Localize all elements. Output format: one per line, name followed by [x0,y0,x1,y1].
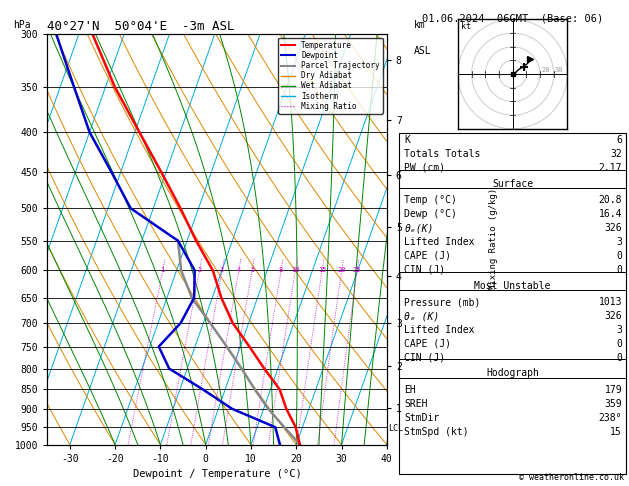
Text: 25: 25 [353,267,362,274]
Text: 8: 8 [279,267,283,274]
Text: CIN (J): CIN (J) [404,352,445,363]
Text: Dewp (°C): Dewp (°C) [404,209,457,219]
Text: 10: 10 [291,267,299,274]
Text: 359: 359 [604,399,622,409]
Text: 6: 6 [616,135,622,145]
Text: CAPE (J): CAPE (J) [404,339,452,349]
Text: 1013: 1013 [599,297,622,307]
Text: θₑ (K): θₑ (K) [404,311,440,321]
Text: CIN (J): CIN (J) [404,264,445,275]
Text: 32: 32 [610,149,622,159]
Text: CAPE (J): CAPE (J) [404,251,452,261]
X-axis label: Dewpoint / Temperature (°C): Dewpoint / Temperature (°C) [133,469,301,479]
Text: Temp (°C): Temp (°C) [404,195,457,206]
Text: 179: 179 [604,385,622,395]
Text: 15: 15 [610,427,622,437]
Text: 1: 1 [160,267,165,274]
Legend: Temperature, Dewpoint, Parcel Trajectory, Dry Adiabat, Wet Adiabat, Isotherm, Mi: Temperature, Dewpoint, Parcel Trajectory… [279,38,383,114]
Text: 326: 326 [604,223,622,233]
Text: 0: 0 [616,339,622,349]
Text: Lifted Index: Lifted Index [404,237,475,247]
Text: 0: 0 [616,264,622,275]
Text: 16.4: 16.4 [599,209,622,219]
Text: 326: 326 [604,311,622,321]
Text: Mixing Ratio (g/kg): Mixing Ratio (g/kg) [489,188,498,291]
Text: 15: 15 [318,267,326,274]
Text: 238°: 238° [599,413,622,423]
Text: 3: 3 [616,325,622,335]
Text: StmSpd (kt): StmSpd (kt) [404,427,469,437]
Text: 3: 3 [220,267,225,274]
Text: 4: 4 [237,267,241,274]
Text: 20.8: 20.8 [599,195,622,206]
Text: 40°27'N  50°04'E  -3m ASL: 40°27'N 50°04'E -3m ASL [47,20,235,33]
Text: 5: 5 [250,267,254,274]
Text: 20: 20 [337,267,346,274]
Text: 3: 3 [616,237,622,247]
Text: PW (cm): PW (cm) [404,163,445,173]
Text: 2.17: 2.17 [599,163,622,173]
Text: K: K [404,135,410,145]
Text: 0: 0 [616,251,622,261]
Text: km: km [414,20,426,30]
Text: StmDir: StmDir [404,413,440,423]
Text: EH: EH [404,385,416,395]
Text: 20: 20 [542,67,550,73]
Text: ASL: ASL [414,46,431,56]
Text: SREH: SREH [404,399,428,409]
Text: Lifted Index: Lifted Index [404,325,475,335]
Text: LCL: LCL [388,424,403,433]
Text: 30: 30 [555,67,564,73]
Text: 2: 2 [198,267,201,274]
Text: Hodograph: Hodograph [486,368,539,379]
Text: © weatheronline.co.uk: © weatheronline.co.uk [519,473,624,482]
Text: 01.06.2024  06GMT  (Base: 06): 01.06.2024 06GMT (Base: 06) [422,14,603,24]
Text: Surface: Surface [492,179,533,189]
Text: θₑ(K): θₑ(K) [404,223,434,233]
Text: Totals Totals: Totals Totals [404,149,481,159]
Text: 0: 0 [616,352,622,363]
Text: Pressure (mb): Pressure (mb) [404,297,481,307]
Text: hPa: hPa [13,20,31,30]
Text: Most Unstable: Most Unstable [474,280,551,291]
Text: kt: kt [460,22,470,31]
